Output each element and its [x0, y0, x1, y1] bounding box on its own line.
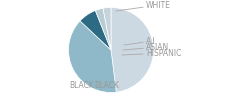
Text: A.I.: A.I.: [124, 36, 158, 46]
Wedge shape: [68, 21, 116, 92]
Text: ASIAN: ASIAN: [123, 42, 169, 52]
Wedge shape: [95, 8, 111, 50]
Text: BLACK: BLACK: [69, 82, 105, 90]
Text: WHITE: WHITE: [116, 0, 171, 11]
Wedge shape: [103, 8, 111, 50]
Wedge shape: [80, 10, 111, 50]
Text: BLACK: BLACK: [94, 82, 119, 90]
Text: HISPANIC: HISPANIC: [122, 48, 181, 58]
Wedge shape: [111, 8, 154, 92]
